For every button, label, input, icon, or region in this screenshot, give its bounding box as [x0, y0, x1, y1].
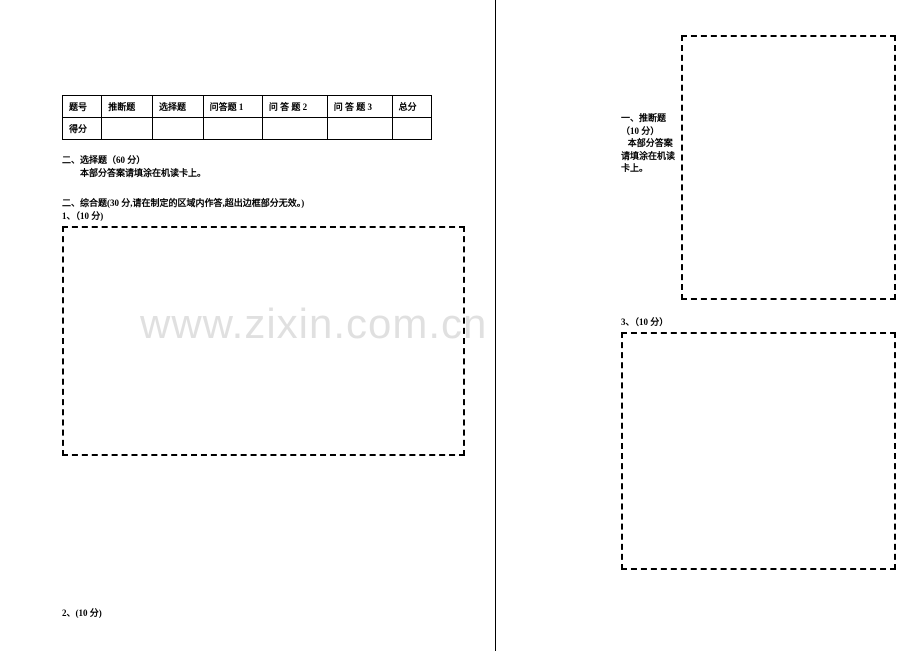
table-row: 题号 推断题 选择题 问答题 1 问 答 题 2 问 答 题 3 总分	[63, 96, 432, 118]
page-container: 题号 推断题 选择题 问答题 1 问 答 题 2 问 答 题 3 总分 得分 二…	[0, 0, 920, 651]
col-header: 题号	[63, 96, 102, 118]
note-line: （10 分）	[621, 126, 659, 136]
section-2-title: 二、选择题（60 分）	[62, 154, 465, 167]
col-header: 问 答 题 3	[327, 96, 392, 118]
col-header: 问答题 1	[203, 96, 262, 118]
col-header: 推断题	[102, 96, 153, 118]
score-cell	[392, 118, 431, 140]
section-1-note: 一、推断题 （10 分） 本部分答案请填涂在机读卡上。	[621, 112, 677, 175]
right-column: 一、推断题 （10 分） 本部分答案请填涂在机读卡上。 3、（10 分）	[495, 0, 920, 651]
score-cell	[203, 118, 262, 140]
score-cell	[102, 118, 153, 140]
question-3-label: 3、（10 分）	[621, 315, 668, 328]
section-3-title: 二、综合题(30 分,请在制定的区域内作答,超出边框部分无效。)	[62, 197, 465, 210]
answer-box-q2	[681, 35, 896, 300]
col-header: 总分	[392, 96, 431, 118]
score-cell	[327, 118, 392, 140]
question-1-label: 1、（10 分)	[62, 210, 465, 223]
question-2-label: 2、(10 分)	[62, 606, 102, 619]
row-label: 得分	[63, 118, 102, 140]
answer-box-q1	[62, 226, 465, 456]
col-header: 问 答 题 2	[262, 96, 327, 118]
score-cell	[152, 118, 203, 140]
col-header: 选择题	[152, 96, 203, 118]
score-table: 题号 推断题 选择题 问答题 1 问 答 题 2 问 答 题 3 总分 得分	[62, 95, 432, 140]
table-row: 得分	[63, 118, 432, 140]
section-2-note: 本部分答案请填涂在机读卡上。	[62, 167, 465, 180]
note-line: 本部分答案请填涂在机读卡上。	[621, 138, 675, 173]
note-line: 一、推断题	[621, 113, 666, 123]
answer-box-q3	[621, 332, 896, 570]
score-cell	[262, 118, 327, 140]
left-column: 题号 推断题 选择题 问答题 1 问 答 题 2 问 答 题 3 总分 得分 二…	[0, 0, 495, 651]
